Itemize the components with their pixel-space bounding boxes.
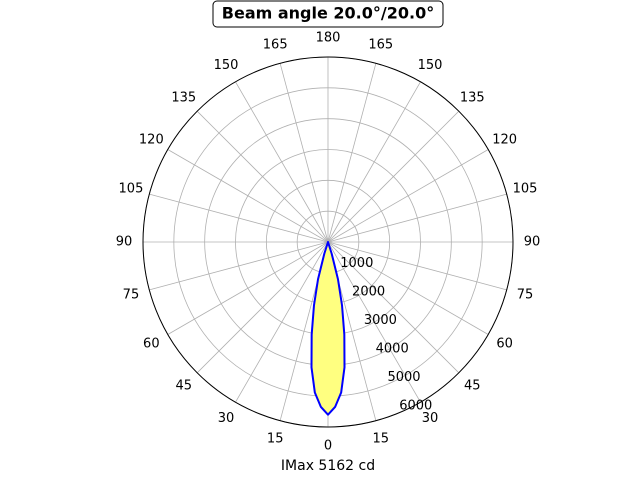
r-tick-label: 6000 [399,398,432,413]
theta-tick-label: 105 [513,182,538,197]
theta-tick-label: 120 [139,133,164,148]
title-box [212,0,444,28]
theta-tick-label: 90 [524,235,541,250]
theta-tick-label: 45 [175,379,192,394]
theta-tick-label: 45 [464,379,481,394]
r-tick-label: 3000 [364,313,397,328]
beam-area [310,241,346,416]
theta-tick-label: 15 [267,432,284,447]
theta-tick-label: 75 [517,287,534,302]
theta-tick-label: 150 [214,58,239,73]
theta-tick-label: 0 [324,439,332,454]
theta-tick-label: 15 [373,432,390,447]
theta-tick-label: 150 [418,58,443,73]
theta-tick-label: 75 [123,287,140,302]
theta-tick-label: 165 [368,37,393,52]
r-tick-label: 2000 [352,284,385,299]
theta-tick-label: 60 [496,337,513,352]
r-tick-label: 5000 [387,370,420,385]
chart-title: Beam angle 20.0°/20.0° [222,4,434,23]
theta-tick-label: 30 [422,411,439,426]
theta-tick-label: 90 [116,235,133,250]
theta-tick-label: 135 [171,90,196,105]
r-tick-label: 1000 [340,256,373,271]
r-tick-label: 4000 [376,341,409,356]
theta-tick-label: 180 [316,31,341,46]
theta-tick-label: 105 [119,182,144,197]
x-axis-label: IMax 5162 cd [281,458,375,474]
theta-tick-label: 120 [492,133,517,148]
theta-tick-label: 30 [218,411,235,426]
theta-tick-label: 135 [460,90,485,105]
theta-tick-label: 165 [263,37,288,52]
theta-tick-label: 60 [143,337,160,352]
outer-circle [142,56,514,428]
